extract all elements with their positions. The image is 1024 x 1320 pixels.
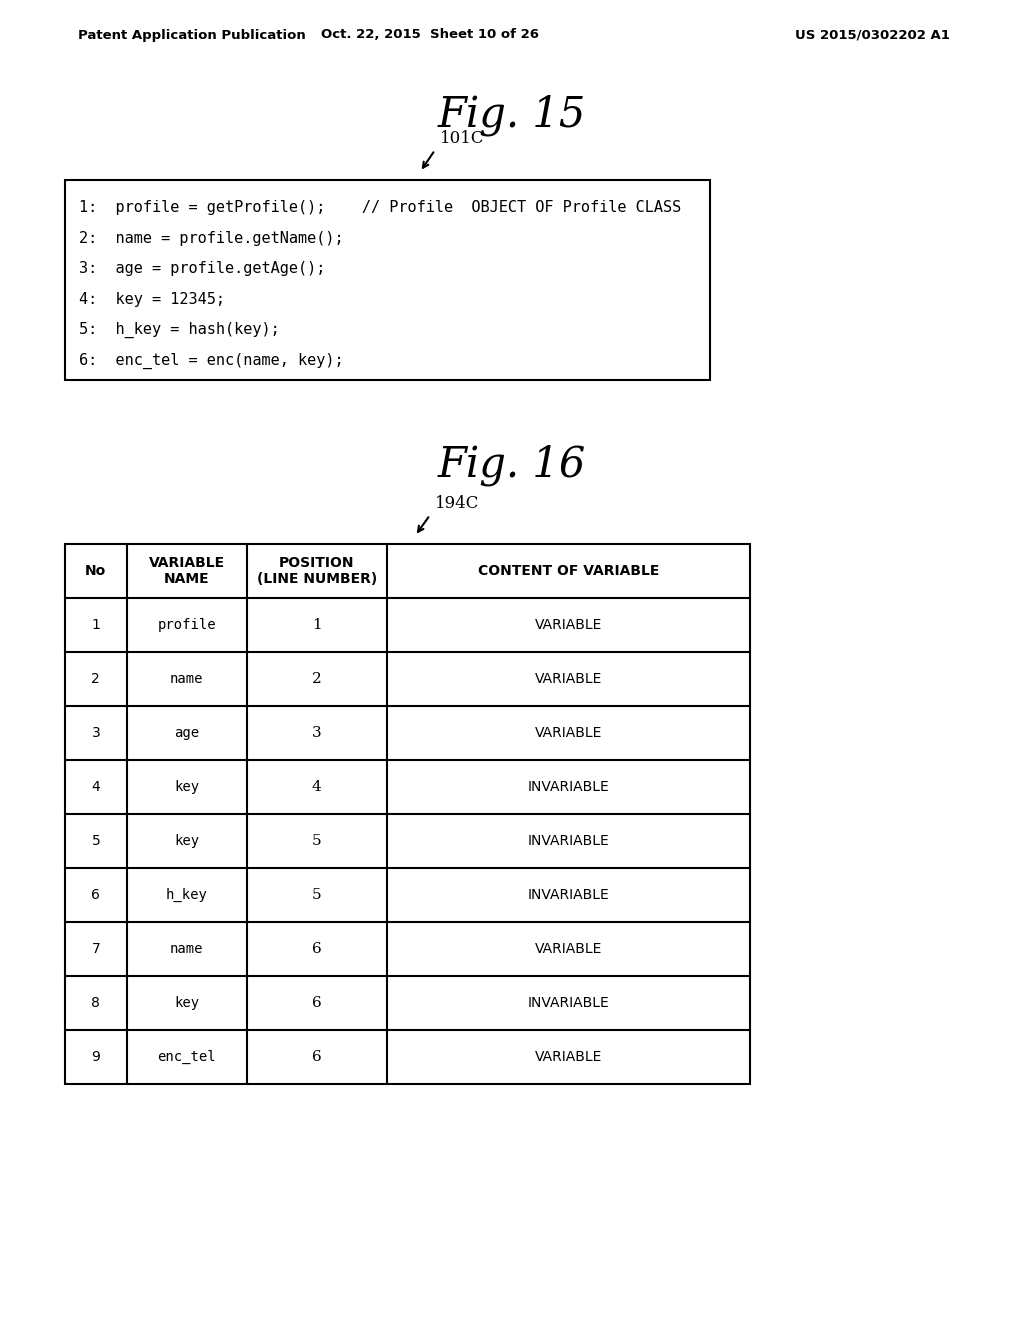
Text: name: name xyxy=(170,672,204,686)
Text: 5: 5 xyxy=(91,834,100,847)
Text: 7: 7 xyxy=(91,942,100,956)
Text: VARIABLE: VARIABLE xyxy=(535,618,602,632)
Text: VARIABLE: VARIABLE xyxy=(535,672,602,686)
Bar xyxy=(65,180,710,380)
Text: VARIABLE
NAME: VARIABLE NAME xyxy=(148,556,224,586)
Text: name: name xyxy=(170,942,204,956)
Text: 6:  enc_tel = enc(name, key);: 6: enc_tel = enc(name, key); xyxy=(79,352,344,368)
Text: CONTENT OF VARIABLE: CONTENT OF VARIABLE xyxy=(478,564,659,578)
Text: 1:  profile = getProfile();    // Profile  OBJECT OF Profile CLASS: 1: profile = getProfile(); // Profile OB… xyxy=(79,199,681,215)
Text: key: key xyxy=(174,997,199,1010)
Text: 1: 1 xyxy=(312,618,322,632)
Text: 6: 6 xyxy=(312,1049,322,1064)
Text: enc_tel: enc_tel xyxy=(158,1049,216,1064)
Text: INVARIABLE: INVARIABLE xyxy=(527,997,609,1010)
Text: 3: 3 xyxy=(312,726,322,741)
Text: 2:  name = profile.getName();: 2: name = profile.getName(); xyxy=(79,231,344,246)
Text: INVARIABLE: INVARIABLE xyxy=(527,888,609,902)
Text: INVARIABLE: INVARIABLE xyxy=(527,780,609,795)
Text: Fig. 15: Fig. 15 xyxy=(438,94,586,136)
Text: Oct. 22, 2015  Sheet 10 of 26: Oct. 22, 2015 Sheet 10 of 26 xyxy=(321,29,539,41)
Text: 6: 6 xyxy=(312,942,322,956)
Text: 4: 4 xyxy=(91,780,100,795)
Text: key: key xyxy=(174,834,199,847)
Text: 6: 6 xyxy=(312,997,322,1010)
Text: 2: 2 xyxy=(312,672,322,686)
Text: VARIABLE: VARIABLE xyxy=(535,1049,602,1064)
Text: 3:  age = profile.getAge();: 3: age = profile.getAge(); xyxy=(79,261,326,276)
Text: 4:  key = 12345;: 4: key = 12345; xyxy=(79,292,225,306)
Text: 1: 1 xyxy=(91,618,100,632)
Text: 101C: 101C xyxy=(440,129,484,147)
Text: 5:  h_key = hash(key);: 5: h_key = hash(key); xyxy=(79,322,280,338)
Text: key: key xyxy=(174,780,199,795)
Text: age: age xyxy=(174,726,199,741)
Text: 4: 4 xyxy=(312,780,322,795)
Text: US 2015/0302202 A1: US 2015/0302202 A1 xyxy=(795,29,950,41)
Text: h_key: h_key xyxy=(166,888,208,902)
Bar xyxy=(65,544,750,1084)
Text: 3: 3 xyxy=(91,726,100,741)
Text: VARIABLE: VARIABLE xyxy=(535,726,602,741)
Text: 2: 2 xyxy=(91,672,100,686)
Text: Patent Application Publication: Patent Application Publication xyxy=(78,29,306,41)
Text: 5: 5 xyxy=(312,888,322,902)
Text: profile: profile xyxy=(158,618,216,632)
Text: 5: 5 xyxy=(312,834,322,847)
Text: INVARIABLE: INVARIABLE xyxy=(527,834,609,847)
Text: No: No xyxy=(85,564,106,578)
Text: 194C: 194C xyxy=(435,495,479,512)
Text: VARIABLE: VARIABLE xyxy=(535,942,602,956)
Text: POSITION
(LINE NUMBER): POSITION (LINE NUMBER) xyxy=(257,556,377,586)
Text: 8: 8 xyxy=(91,997,100,1010)
Text: Fig. 16: Fig. 16 xyxy=(438,444,586,486)
Text: 6: 6 xyxy=(91,888,100,902)
Text: 9: 9 xyxy=(91,1049,100,1064)
